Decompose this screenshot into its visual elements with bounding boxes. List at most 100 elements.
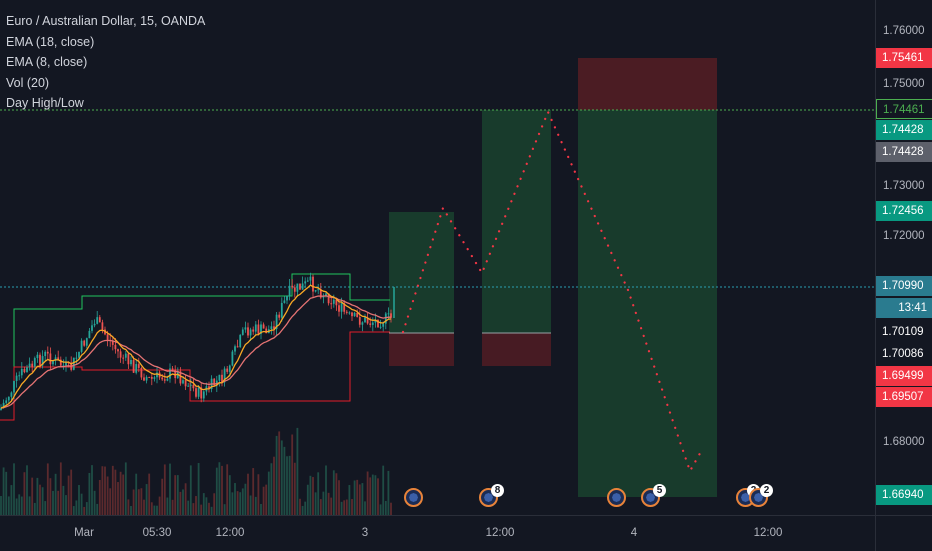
candle-body (325, 293, 327, 296)
candle-body (213, 378, 216, 386)
volume-bar (280, 440, 283, 515)
chart-area[interactable]: Euro / Australian Dollar, 15, OANDA EMA … (0, 0, 875, 515)
volume-bar (345, 499, 348, 515)
volume-bar (301, 505, 304, 515)
volume-bar (67, 475, 70, 515)
candle-body (260, 324, 262, 334)
candle-body (166, 378, 169, 381)
price-tag-entry: 1.70109 (876, 322, 932, 342)
event-count-badge[interactable]: 5 (653, 484, 666, 497)
volume-bar (26, 465, 28, 515)
price-tag-stop: 1.69499 (876, 366, 932, 386)
day-high-line (0, 273, 390, 421)
volume-bar (39, 484, 41, 515)
candle-body (189, 384, 192, 386)
event-count-badge[interactable]: 8 (491, 484, 504, 497)
price-chart[interactable] (0, 0, 875, 515)
volume-bar (70, 469, 73, 515)
volume-bars (0, 427, 392, 515)
candle-body (273, 326, 275, 329)
volume-bar (283, 446, 286, 515)
volume-bar (273, 456, 275, 515)
time-label: 3 (361, 527, 369, 539)
candle-body (174, 369, 177, 379)
volume-bar (247, 473, 249, 515)
volume-bar (49, 478, 52, 515)
candle-body (195, 388, 197, 397)
legend-day-high-low[interactable]: Day High/Low (6, 96, 84, 110)
volume-bar (98, 479, 101, 515)
volume-bar (244, 483, 247, 515)
volume-bar (182, 489, 184, 515)
candle-body (54, 357, 57, 361)
candle-body (202, 391, 205, 399)
candle-body (98, 317, 101, 323)
candle-body (163, 379, 166, 381)
candle-body (187, 385, 190, 387)
volume-bar (309, 475, 312, 515)
volume-bar (213, 493, 216, 515)
candle-body (171, 368, 174, 370)
volume-bar (187, 500, 190, 515)
candle-body (304, 281, 307, 284)
candle-body (91, 325, 93, 331)
price-tick: 1.73000 (883, 180, 925, 192)
candle-body (93, 323, 96, 326)
volume-bar (288, 455, 291, 515)
candle-body (332, 299, 335, 304)
volume-bar (15, 498, 18, 515)
volume-bar (72, 506, 75, 515)
candle-body (369, 323, 372, 325)
legend-symbol[interactable]: Euro / Australian Dollar, 15, OANDA (6, 14, 206, 28)
candle-body (2, 402, 5, 409)
candle-body (111, 340, 114, 345)
volume-bar (54, 473, 57, 515)
candle-body (101, 322, 104, 330)
volume-bar (41, 487, 44, 515)
candle-body (291, 285, 294, 288)
candle-body (7, 396, 10, 401)
volume-bar (137, 489, 140, 515)
legend-volume[interactable]: Vol (20) (6, 75, 50, 90)
candle-body (28, 363, 31, 368)
time-axis[interactable]: Mar 05:30 12:00 3 12:00 4 12:00 (0, 515, 875, 551)
volume-bar (265, 484, 268, 515)
candle-body (309, 276, 312, 281)
volume-bar (356, 479, 359, 515)
candle-body (231, 351, 234, 366)
volume-bar (241, 488, 244, 515)
candle-body (358, 317, 361, 325)
volume-bar (179, 491, 182, 515)
candle-body (252, 329, 255, 332)
candle-body (319, 289, 322, 298)
volume-bar (364, 501, 366, 515)
candle-body (145, 376, 148, 381)
candle-body (179, 371, 182, 384)
volume-bar (278, 431, 281, 515)
event-count-badge[interactable]: 2 (760, 484, 773, 497)
candle-body (59, 359, 62, 366)
volume-bar (351, 499, 353, 515)
australia-flag-icon[interactable] (607, 488, 626, 507)
price-axis[interactable]: 1.76000 1.75000 1.73000 1.72000 1.68000 … (875, 0, 932, 515)
volume-bar (369, 477, 372, 515)
volume-bar (231, 492, 234, 515)
volume-bar (46, 463, 49, 515)
volume-bar (249, 495, 252, 515)
candle-body (182, 380, 184, 384)
candle-body (335, 299, 338, 306)
price-tick: 1.75000 (883, 78, 925, 90)
volume-bar (28, 496, 31, 515)
volume-bar (210, 506, 213, 515)
volume-bar (101, 466, 104, 515)
candle-body (96, 317, 99, 324)
volume-bar (374, 475, 377, 515)
volume-bar (343, 500, 346, 515)
candle-body (254, 324, 257, 332)
candle-body (132, 359, 135, 373)
volume-bar (262, 486, 265, 515)
long-position-1-profit-zone (389, 212, 454, 333)
legend-ema-18[interactable]: EMA (18, close) (6, 34, 95, 49)
australia-flag-icon[interactable] (404, 488, 423, 507)
legend-ema-8[interactable]: EMA (8, close) (6, 55, 88, 69)
